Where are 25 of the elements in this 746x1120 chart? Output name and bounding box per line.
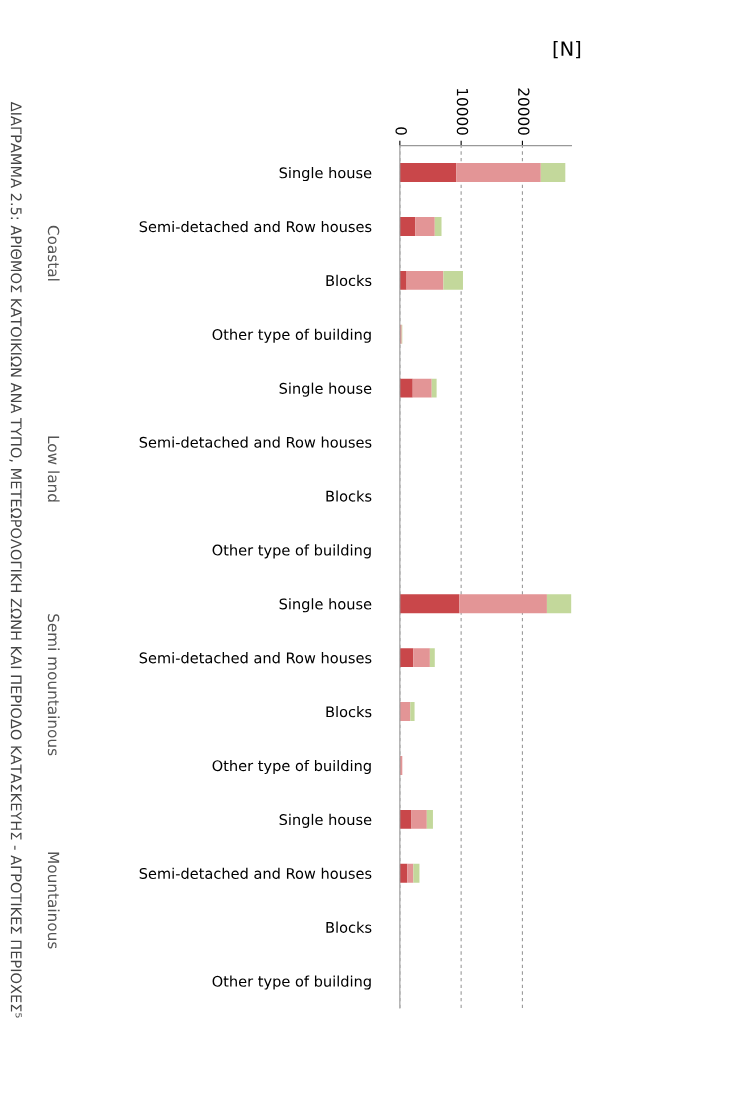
- y-tick-label: Single house: [279, 167, 372, 182]
- text: Low land: [47, 436, 60, 502]
- y-tick-label: Other type of building: [212, 759, 371, 775]
- y-tick-label: Other type of building: [212, 975, 371, 990]
- text: Coastal: [47, 225, 60, 281]
- y-tick-label: Single house: [279, 598, 372, 613]
- y-tick-label: Single house: [279, 813, 372, 828]
- y-tick-label: Blocks: [326, 274, 372, 287]
- y-tick-label: Blocks: [326, 921, 372, 933]
- y-tick-label: Semi-detached and Row houses: [139, 652, 372, 664]
- y-tick-label: Semi-detached and Row houses: [139, 436, 372, 448]
- text: Semi mountainous: [47, 614, 60, 756]
- x-tick-label: 0: [395, 127, 407, 135]
- y-tick-label: Blocks: [326, 490, 372, 502]
- y-tick-label: Semi-detached and Row houses: [139, 867, 372, 879]
- x-tick-label: 10000: [456, 88, 469, 135]
- y-tick-label: Semi-detached and Row houses: [139, 220, 372, 233]
- x-tick-label: 20000: [517, 88, 530, 135]
- y-tick-label: Single house: [279, 382, 372, 397]
- text: ΔΙΑΓΡΑΜΜΑ 2.5: ΑΡΙΘΜΟΣ ΚΑΤΟΙΚΙΩΝ ΑΝΑ ΤΥΠΟ, ΜΕΤΕΩΡΟΛΟΓΙΚΗ ΖΩΝΗ ΚΑΙ ΠΕΡΙΟΔΟ ΚΑΤΑΣΚΕΥΗΣ - ΑΓΡΟΤΙΚΕΣ ΠΕΡΙΟΧΕΣ⁵: [9, 101, 22, 1018]
- y-tick-label: Other type of building: [212, 544, 371, 559]
- y-tick-label: Other type of building: [212, 328, 371, 343]
- y-tick-label: Blocks: [326, 706, 372, 718]
- x-axis-title: [N]: [553, 40, 581, 59]
- text: Mountainous: [47, 852, 60, 949]
